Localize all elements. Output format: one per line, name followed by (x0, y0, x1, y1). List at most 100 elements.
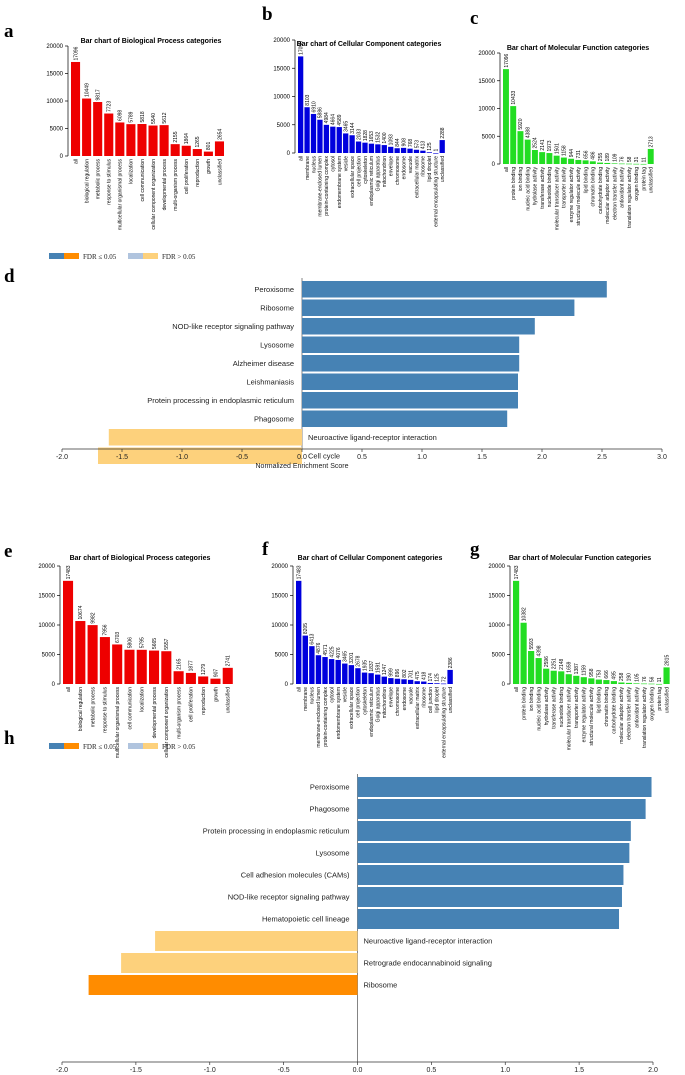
bar-a (192, 149, 202, 156)
category-label: all (298, 156, 304, 161)
bar-b (336, 127, 342, 153)
bar-b (355, 141, 362, 153)
bar-c (589, 161, 596, 164)
category-label: multicellular organismal process (115, 687, 121, 759)
y-tick-label: 20000 (38, 564, 55, 570)
gsea-bar (357, 865, 624, 885)
bar-e (136, 649, 147, 684)
gsea-bar (302, 410, 508, 427)
category-label: localization (140, 687, 146, 712)
category-label: external encapsulating structure (441, 687, 447, 758)
legend-swatch-dark-orange (64, 743, 79, 749)
value-label: 2288 (440, 127, 446, 138)
value-label: 1653 (369, 131, 375, 142)
gsea-bar (108, 429, 302, 446)
bar-g (520, 622, 527, 684)
bar-g (663, 667, 670, 684)
value-label: 76 (642, 676, 648, 682)
y-tick-label: 10000 (478, 107, 495, 113)
legend-label-significant: FDR ≤ 0.05 (83, 743, 117, 751)
pathway-label: Lysosome (260, 340, 294, 349)
category-label: transporter activity (562, 167, 568, 208)
category-label: translation regulator activity (627, 167, 633, 228)
value-label: 4225 (329, 646, 335, 657)
category-label: nucleotide binding (559, 687, 565, 728)
value-label: 11 (657, 677, 663, 682)
category-label: molecular adaptor activity (605, 167, 611, 224)
bar-f (309, 646, 315, 684)
value-label: 908 (401, 138, 407, 147)
category-label: translation regulator activity (642, 687, 648, 748)
x-tick-label: -0.5 (278, 1067, 290, 1074)
value-label: 731 (576, 150, 582, 159)
y-tick-label: 15000 (488, 594, 505, 600)
value-label: 1159 (582, 665, 588, 676)
category-label: nucleotide binding (547, 167, 553, 208)
gsea-bar (302, 281, 607, 298)
value-label: 1247 (382, 664, 388, 675)
chart-f: f Bar chart of Cellular Component categor… (262, 539, 454, 758)
category-label: chromatin binding (604, 687, 610, 727)
chart-h: h FDR ≤ 0.05 FDR > 0.05 Peroxisome Phagosome… (4, 728, 658, 1074)
value-label: 125 (435, 673, 441, 682)
value-label: 4876 (316, 642, 322, 653)
category-label: chromosome (395, 687, 401, 716)
bar-f (368, 673, 374, 684)
value-label: 5818 (140, 111, 146, 122)
category-label: transferase activity (540, 167, 546, 209)
value-label: 7723 (107, 101, 113, 112)
value-label: 896 (395, 669, 401, 678)
value-label: 6703 (115, 632, 121, 643)
category-label: vacuole (408, 156, 414, 173)
bar-b (304, 107, 310, 153)
bar-f (375, 674, 381, 684)
value-label: 5612 (162, 112, 168, 123)
value-label: 1591 (375, 662, 381, 673)
value-label: 801 (206, 142, 212, 151)
bar-b (394, 148, 400, 153)
category-label: cellular component organization (164, 687, 170, 758)
value-label: 5557 (164, 638, 170, 649)
bar-a (203, 151, 213, 156)
category-label: molecular transducer activity (567, 687, 573, 751)
bar-b (381, 145, 387, 153)
bar-b (388, 146, 394, 153)
category-label: endosome (401, 156, 407, 180)
bar-a (104, 113, 114, 156)
chart-title-a: Bar chart of Biological Process categori… (81, 38, 222, 45)
category-label: cell projection (356, 156, 362, 187)
bar-c (510, 106, 517, 164)
bar-f (361, 672, 368, 684)
value-label: 17483 (296, 565, 302, 579)
pathway-label: Phagosome (309, 805, 349, 814)
value-label: 76 (620, 156, 626, 162)
value-label: 1877 (189, 660, 195, 671)
y-tick-label: 0 (285, 682, 289, 688)
category-label: extracellular matrix (414, 156, 420, 198)
category-label: multicellular organismal process (118, 159, 124, 231)
category-label: unclassified (448, 687, 454, 713)
pathway-label: Protein processing in endoplasmic reticu… (147, 396, 294, 405)
y-tick-label: 20000 (46, 44, 63, 50)
bar-g (535, 658, 542, 684)
x-tick-label: 0.0 (353, 1067, 363, 1074)
y-tick-label: 15000 (38, 594, 55, 600)
category-label: response to stimulus (103, 687, 109, 733)
bar-c (626, 163, 632, 165)
value-label: 701 (408, 670, 414, 679)
category-label: unclassified (440, 156, 446, 182)
category-label: protein-containing complex (323, 687, 329, 747)
chart-title-e: Bar chart of Biological Process categori… (70, 555, 211, 562)
category-label: ribosome (422, 687, 428, 708)
gsea-bar (302, 373, 518, 390)
legend-swatch-light-orange (143, 253, 158, 259)
gsea-bar (357, 821, 631, 841)
category-label: envelope (389, 687, 395, 708)
category-label: antioxidant activity (620, 167, 626, 208)
bar-e (87, 625, 98, 684)
chart-title-g: Bar chart of Molecular Function categori… (509, 555, 651, 562)
bar-c (503, 69, 509, 164)
value-label: 802 (402, 669, 408, 678)
y-tick-label: 0 (60, 154, 64, 160)
